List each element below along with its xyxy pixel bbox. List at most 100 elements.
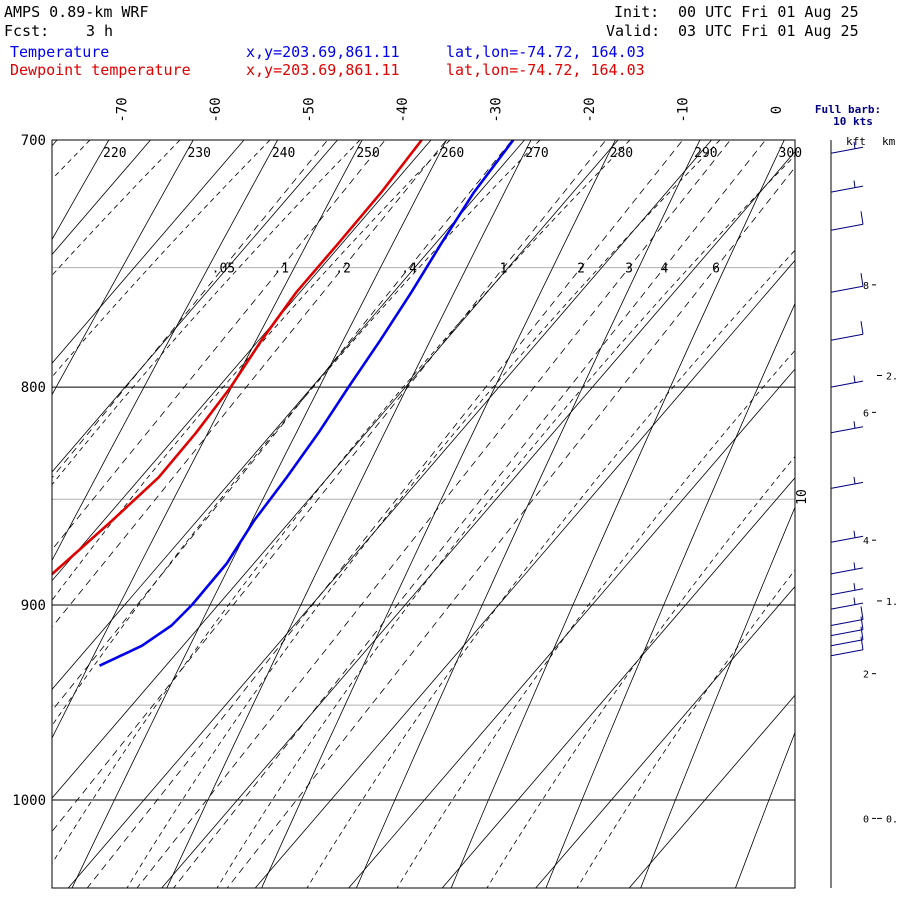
wind-barb xyxy=(830,562,864,575)
isotherm-line xyxy=(52,140,432,582)
isotherm-line xyxy=(52,140,619,799)
isotherm-line xyxy=(535,585,795,888)
wind-barb xyxy=(830,421,864,434)
pressure-label: 700 xyxy=(21,133,46,149)
valid-value: 03 UTC Fri 01 Aug 25 xyxy=(678,22,859,40)
wind-barb xyxy=(830,616,864,637)
legend-dewpoint-latlon: lat,lon=-74.72, 164.03 xyxy=(446,61,645,79)
kft-tick-label: 4 xyxy=(863,536,869,547)
isotherm-line xyxy=(52,140,525,691)
kft-tick-label: 2 xyxy=(863,670,869,681)
wind-barb xyxy=(830,636,864,657)
km-label: km xyxy=(882,135,896,148)
init-value: 00 UTC Fri 01 Aug 25 xyxy=(678,3,859,21)
isotherm-label: -10 xyxy=(676,97,692,122)
pressure-label: 900 xyxy=(21,598,46,614)
km-tick-label: 2. xyxy=(886,371,898,382)
isotherm-label: -50 xyxy=(302,97,318,122)
dry-adiabat xyxy=(52,140,110,241)
dry-adiabat-label: 290 xyxy=(694,146,717,161)
barb-key-line2: 10 kts xyxy=(833,115,873,128)
dewpoint-profile xyxy=(52,140,423,576)
moist-adiabat xyxy=(216,154,795,888)
dry-adiabat-label: 240 xyxy=(272,146,295,161)
dry-adiabat-label: 220 xyxy=(103,146,126,161)
wind-barb xyxy=(830,141,864,154)
legend-dewpoint-name: Dewpoint temperature xyxy=(10,61,191,79)
moist-adiabat xyxy=(52,140,271,378)
moist-adiabat xyxy=(52,140,631,865)
moist-adiabat-label: 10 xyxy=(795,489,810,505)
isotherm-line xyxy=(52,140,245,364)
chart-header: AMPS 0.89-km WRF Fcst: 3 h Init: 00 UTC … xyxy=(0,0,900,80)
mixing-ratio-label: 3 xyxy=(625,262,633,277)
temperature-profile xyxy=(98,140,515,667)
init-label: Init: xyxy=(614,3,660,21)
mixing-ratio-line xyxy=(52,140,448,628)
dry-adiabat xyxy=(261,140,616,888)
dry-adiabat xyxy=(0,113,40,890)
wind-barb xyxy=(830,180,864,193)
kft-tick-label: 8 xyxy=(863,281,869,292)
valid-label: Valid: xyxy=(606,22,661,40)
dry-adiabat xyxy=(355,140,701,888)
isotherm-line xyxy=(52,140,151,256)
mixing-ratio-line xyxy=(86,140,684,888)
isotherm-label: -40 xyxy=(395,97,411,122)
dry-adiabat xyxy=(52,140,279,562)
wind-barb xyxy=(830,626,864,647)
wind-height-panel: 8 6 4 2 0 2. 1. 0. xyxy=(830,140,898,888)
mixing-ratio-label: .4 xyxy=(401,262,417,277)
plot-frame xyxy=(51,139,796,889)
mixing-ratio-line xyxy=(226,166,795,888)
wind-barb xyxy=(830,321,864,341)
dry-adiabat xyxy=(52,140,363,739)
moist-adiabat xyxy=(126,140,721,888)
isotherm-line xyxy=(52,140,338,473)
legend-dewpoint-xy: x,y=203.69,861.11 xyxy=(246,61,400,79)
isotherm-line xyxy=(161,151,795,888)
wind-barb xyxy=(830,530,864,543)
isotherm-line xyxy=(441,477,795,888)
moist-adiabat xyxy=(52,140,361,486)
dry-adiabat xyxy=(640,506,795,888)
moist-adiabat xyxy=(306,249,795,888)
kft-label: kft xyxy=(846,135,866,148)
legend-temperature-xy: x,y=203.69,861.11 xyxy=(246,43,400,61)
isotherm-label: -20 xyxy=(582,97,598,122)
mixing-ratio-label: 6 xyxy=(712,262,720,277)
mixing-ratio-label: 1 xyxy=(500,262,508,277)
wind-barb xyxy=(830,476,864,489)
mixing-ratio-label: 4 xyxy=(660,262,668,277)
mixing-ratio-line xyxy=(52,140,513,712)
dry-adiabat xyxy=(166,140,532,888)
wind-barb xyxy=(830,606,864,626)
sounding-profiles xyxy=(52,140,515,667)
isotherm-label: 0 xyxy=(769,106,785,114)
mixing-ratio-label: 2 xyxy=(577,262,585,277)
legend-temperature-name: Temperature xyxy=(10,43,110,61)
barb-key-line1: Full barb: xyxy=(815,103,881,116)
moist-adiabat xyxy=(486,455,795,888)
dry-adiabat-label: 250 xyxy=(356,146,379,161)
moist-adiabat xyxy=(396,349,795,888)
isotherm-label: -70 xyxy=(115,97,131,122)
isotherm-label: -30 xyxy=(489,97,505,122)
wind-barb xyxy=(830,375,864,388)
dry-adiabat-label: 270 xyxy=(525,146,548,161)
legend-temperature-latlon: lat,lon=-74.72, 164.03 xyxy=(446,43,645,61)
dry-adiabat xyxy=(545,302,795,888)
isotherm-line xyxy=(67,140,712,888)
isotherm-line xyxy=(628,694,795,888)
mixing-ratio-label: .05 xyxy=(212,262,235,277)
forecast-value: 3 h xyxy=(86,22,114,40)
chart-gridlines xyxy=(0,113,795,890)
moist-adiabat xyxy=(52,140,181,276)
wind-barb xyxy=(830,583,864,596)
wind-barb xyxy=(830,211,864,231)
isotherm-line xyxy=(348,368,795,888)
model-title: AMPS 0.89-km WRF xyxy=(4,3,149,21)
wind-barb xyxy=(830,597,864,610)
